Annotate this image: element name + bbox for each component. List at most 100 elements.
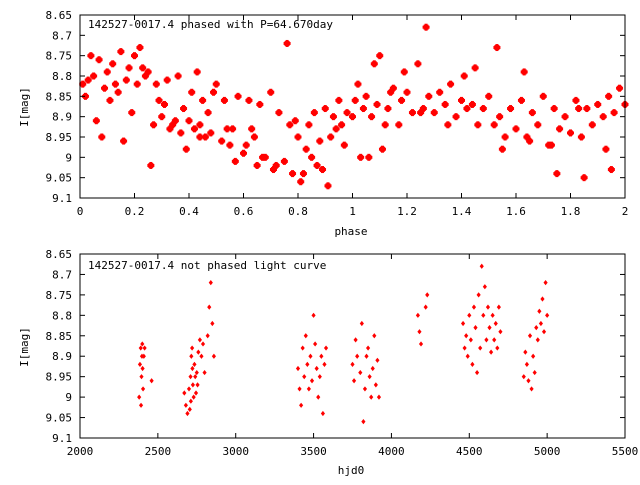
phased-data-point — [297, 178, 305, 186]
phased-data-point — [212, 80, 220, 88]
unphased-x-tick-label: 4500 — [456, 445, 483, 458]
phased-y-tick-label: 9.05 — [46, 172, 73, 185]
unphased-data-point — [193, 390, 199, 396]
phased-x-tick-label: 1.4 — [452, 205, 472, 218]
phased-data-point — [607, 166, 615, 174]
unphased-data-point — [359, 320, 364, 327]
unphased-data-point — [185, 410, 190, 417]
phased-data-point — [577, 133, 585, 141]
unphased-data-point — [149, 378, 154, 384]
unphased-data-point — [300, 345, 305, 351]
phased-data-point — [395, 121, 403, 129]
phased-data-point — [507, 105, 515, 113]
unphased-data-point — [353, 337, 358, 343]
phased-y-tick-label: 8.85 — [46, 90, 73, 103]
unphased-data-point — [493, 320, 498, 327]
phased-data-point — [250, 133, 258, 141]
unphased-data-point — [138, 402, 144, 408]
phased-y-ticks: 8.65 8.7 8.75 8.8 8.85 8.9 8.95 9 9.05 9.1 — [46, 9, 625, 205]
phased-data-point — [528, 109, 536, 117]
phased-data-point — [147, 161, 155, 169]
phased-data-point — [447, 80, 455, 88]
phased-data-point — [144, 68, 152, 76]
phased-data-point — [139, 64, 147, 72]
phased-data-point — [101, 84, 109, 92]
unphased-data-point — [495, 345, 500, 351]
unphased-data-point — [460, 320, 466, 327]
phased-data-point — [422, 23, 430, 31]
phased-data-point — [534, 121, 542, 129]
phased-data-point — [493, 44, 501, 52]
phased-data-point — [240, 149, 247, 157]
phased-data-point — [294, 133, 302, 141]
phased-data-point — [122, 76, 130, 84]
unphased-data-point — [524, 361, 529, 367]
phased-x-axis-label: phase — [334, 225, 367, 238]
unphased-data-point — [367, 374, 372, 380]
unphased-data-point — [140, 365, 145, 372]
phased-data-point — [349, 113, 356, 121]
phased-data-point — [207, 129, 215, 137]
unphased-data-point — [308, 353, 313, 359]
phased-data-point — [158, 113, 166, 121]
phased-x-tick-label: 0.6 — [234, 205, 254, 218]
phased-data-point — [550, 105, 558, 113]
unphased-data-point — [537, 308, 542, 314]
phased-data-point — [417, 109, 425, 117]
unphased-data-point — [373, 382, 378, 388]
phased-x-ticks: 0 0.2 0.4 0.6 0.8 1 1.2 1.4 1.6 1.8 2 — [77, 15, 628, 218]
unphased-data-point — [375, 357, 380, 363]
unphased-data-point — [322, 361, 327, 367]
unphased-y-tick-label: 9.1 — [52, 432, 72, 445]
phased-data-point — [501, 133, 509, 141]
phased-data-point — [166, 125, 174, 133]
unphased-data-point — [492, 337, 497, 343]
unphased-data-point — [523, 349, 528, 355]
phased-data-point — [365, 153, 373, 161]
phased-data-point — [286, 121, 294, 129]
unphased-data-point — [417, 329, 422, 335]
unphased-data-point — [365, 345, 371, 351]
phased-data-point — [605, 92, 613, 100]
unphased-data-point — [476, 292, 481, 298]
unphased-data-point — [471, 304, 477, 310]
phased-data-point — [321, 105, 329, 113]
phased-data-point — [575, 105, 583, 113]
unphased-data-point — [314, 365, 319, 372]
phased-data-point — [152, 80, 160, 88]
unphased-data-point — [320, 410, 325, 417]
phased-y-tick-label: 8.9 — [52, 111, 72, 124]
phased-data-point — [223, 125, 231, 133]
phased-data-point — [460, 72, 468, 80]
unphased-data-point — [190, 382, 195, 388]
unphased-data-point — [196, 349, 201, 355]
unphased-data-point — [137, 394, 142, 400]
phased-data-point — [572, 96, 580, 104]
phased-data-point — [117, 48, 125, 56]
phased-data-point — [133, 80, 141, 88]
unphased-data-point — [540, 296, 545, 302]
unphased-y-tick-label: 8.95 — [46, 371, 73, 384]
phased-data-point — [458, 96, 465, 104]
phased-data-point — [359, 105, 367, 113]
phased-data-point — [583, 105, 591, 113]
unphased-data-point — [462, 345, 467, 351]
phased-data-point — [267, 88, 275, 96]
phased-data-point — [242, 141, 250, 149]
unphased-data-point — [299, 402, 304, 408]
phased-data-point — [109, 60, 117, 68]
phased-y-tick-label: 8.75 — [46, 50, 73, 63]
phased-data-point — [329, 113, 337, 121]
unphased-data-point — [534, 325, 539, 331]
phased-data-point — [316, 137, 324, 145]
unphased-y-tick-label: 9.05 — [46, 412, 73, 425]
phased-data-point — [308, 153, 316, 161]
phased-data-point — [498, 145, 506, 153]
phased-data-point — [313, 161, 321, 169]
unphased-x-tick-label: 2500 — [145, 445, 172, 458]
phased-data-point — [210, 88, 218, 96]
unphased-data-point — [192, 361, 197, 367]
phased-data-point — [398, 96, 406, 104]
unphased-data-point — [195, 382, 200, 388]
unphased-data-point — [372, 333, 377, 339]
